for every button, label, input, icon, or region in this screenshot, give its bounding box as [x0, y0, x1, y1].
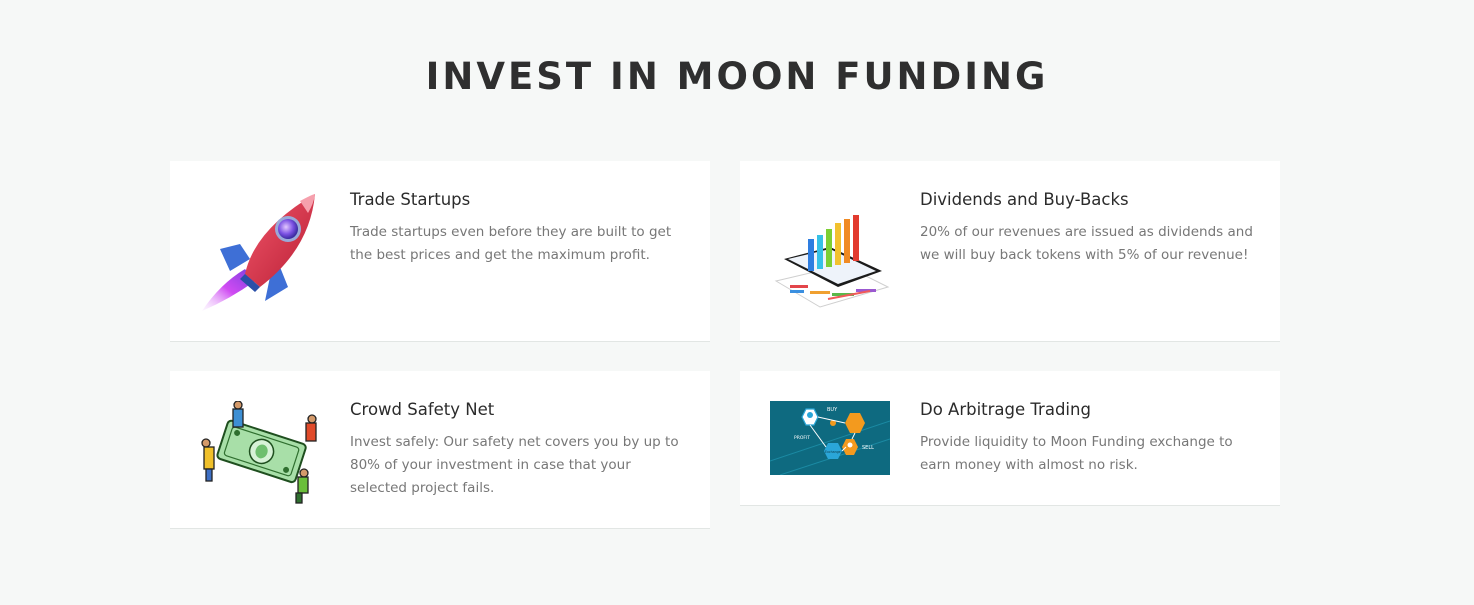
- people-holding-money-icon: [200, 400, 320, 505]
- card-title: Crowd Safety Net: [350, 400, 495, 419]
- arbitrage-diagram-icon: BUY SELL PROFIT Exchange: [769, 401, 891, 476]
- bar-chart-tablet-icon: [770, 189, 890, 314]
- card-description: 20% of our revenues are issued as divide…: [920, 224, 1253, 263]
- diagram-profit-label: PROFIT: [794, 435, 810, 441]
- diagram-sell-label: SELL: [862, 445, 874, 451]
- diagram-buy-label: BUY: [827, 407, 838, 413]
- card-description: Invest safely: Our safety net covers you…: [350, 434, 679, 496]
- section-title: INVEST IN MOON FUNDING: [425, 55, 1049, 98]
- feature-card-trade-startups: Trade Startups Trade startups even befor…: [170, 161, 710, 342]
- card-title: Trade Startups: [350, 190, 471, 209]
- feature-card-arbitrage: BUY SELL PROFIT Exchange Do Arbitrage Tr…: [740, 371, 1280, 506]
- feature-card-dividends: Dividends and Buy-Backs 20% of our reven…: [740, 161, 1280, 342]
- diagram-exchange-label: Exchange: [825, 450, 841, 454]
- card-title: Dividends and Buy-Backs: [920, 190, 1129, 209]
- card-description: Provide liquidity to Moon Funding exchan…: [920, 434, 1233, 473]
- card-title: Do Arbitrage Trading: [920, 400, 1091, 419]
- feature-card-crowd-safety: Crowd Safety Net Invest safely: Our safe…: [170, 371, 710, 529]
- rocket-icon: [200, 189, 320, 314]
- card-description: Trade startups even before they are buil…: [350, 224, 672, 263]
